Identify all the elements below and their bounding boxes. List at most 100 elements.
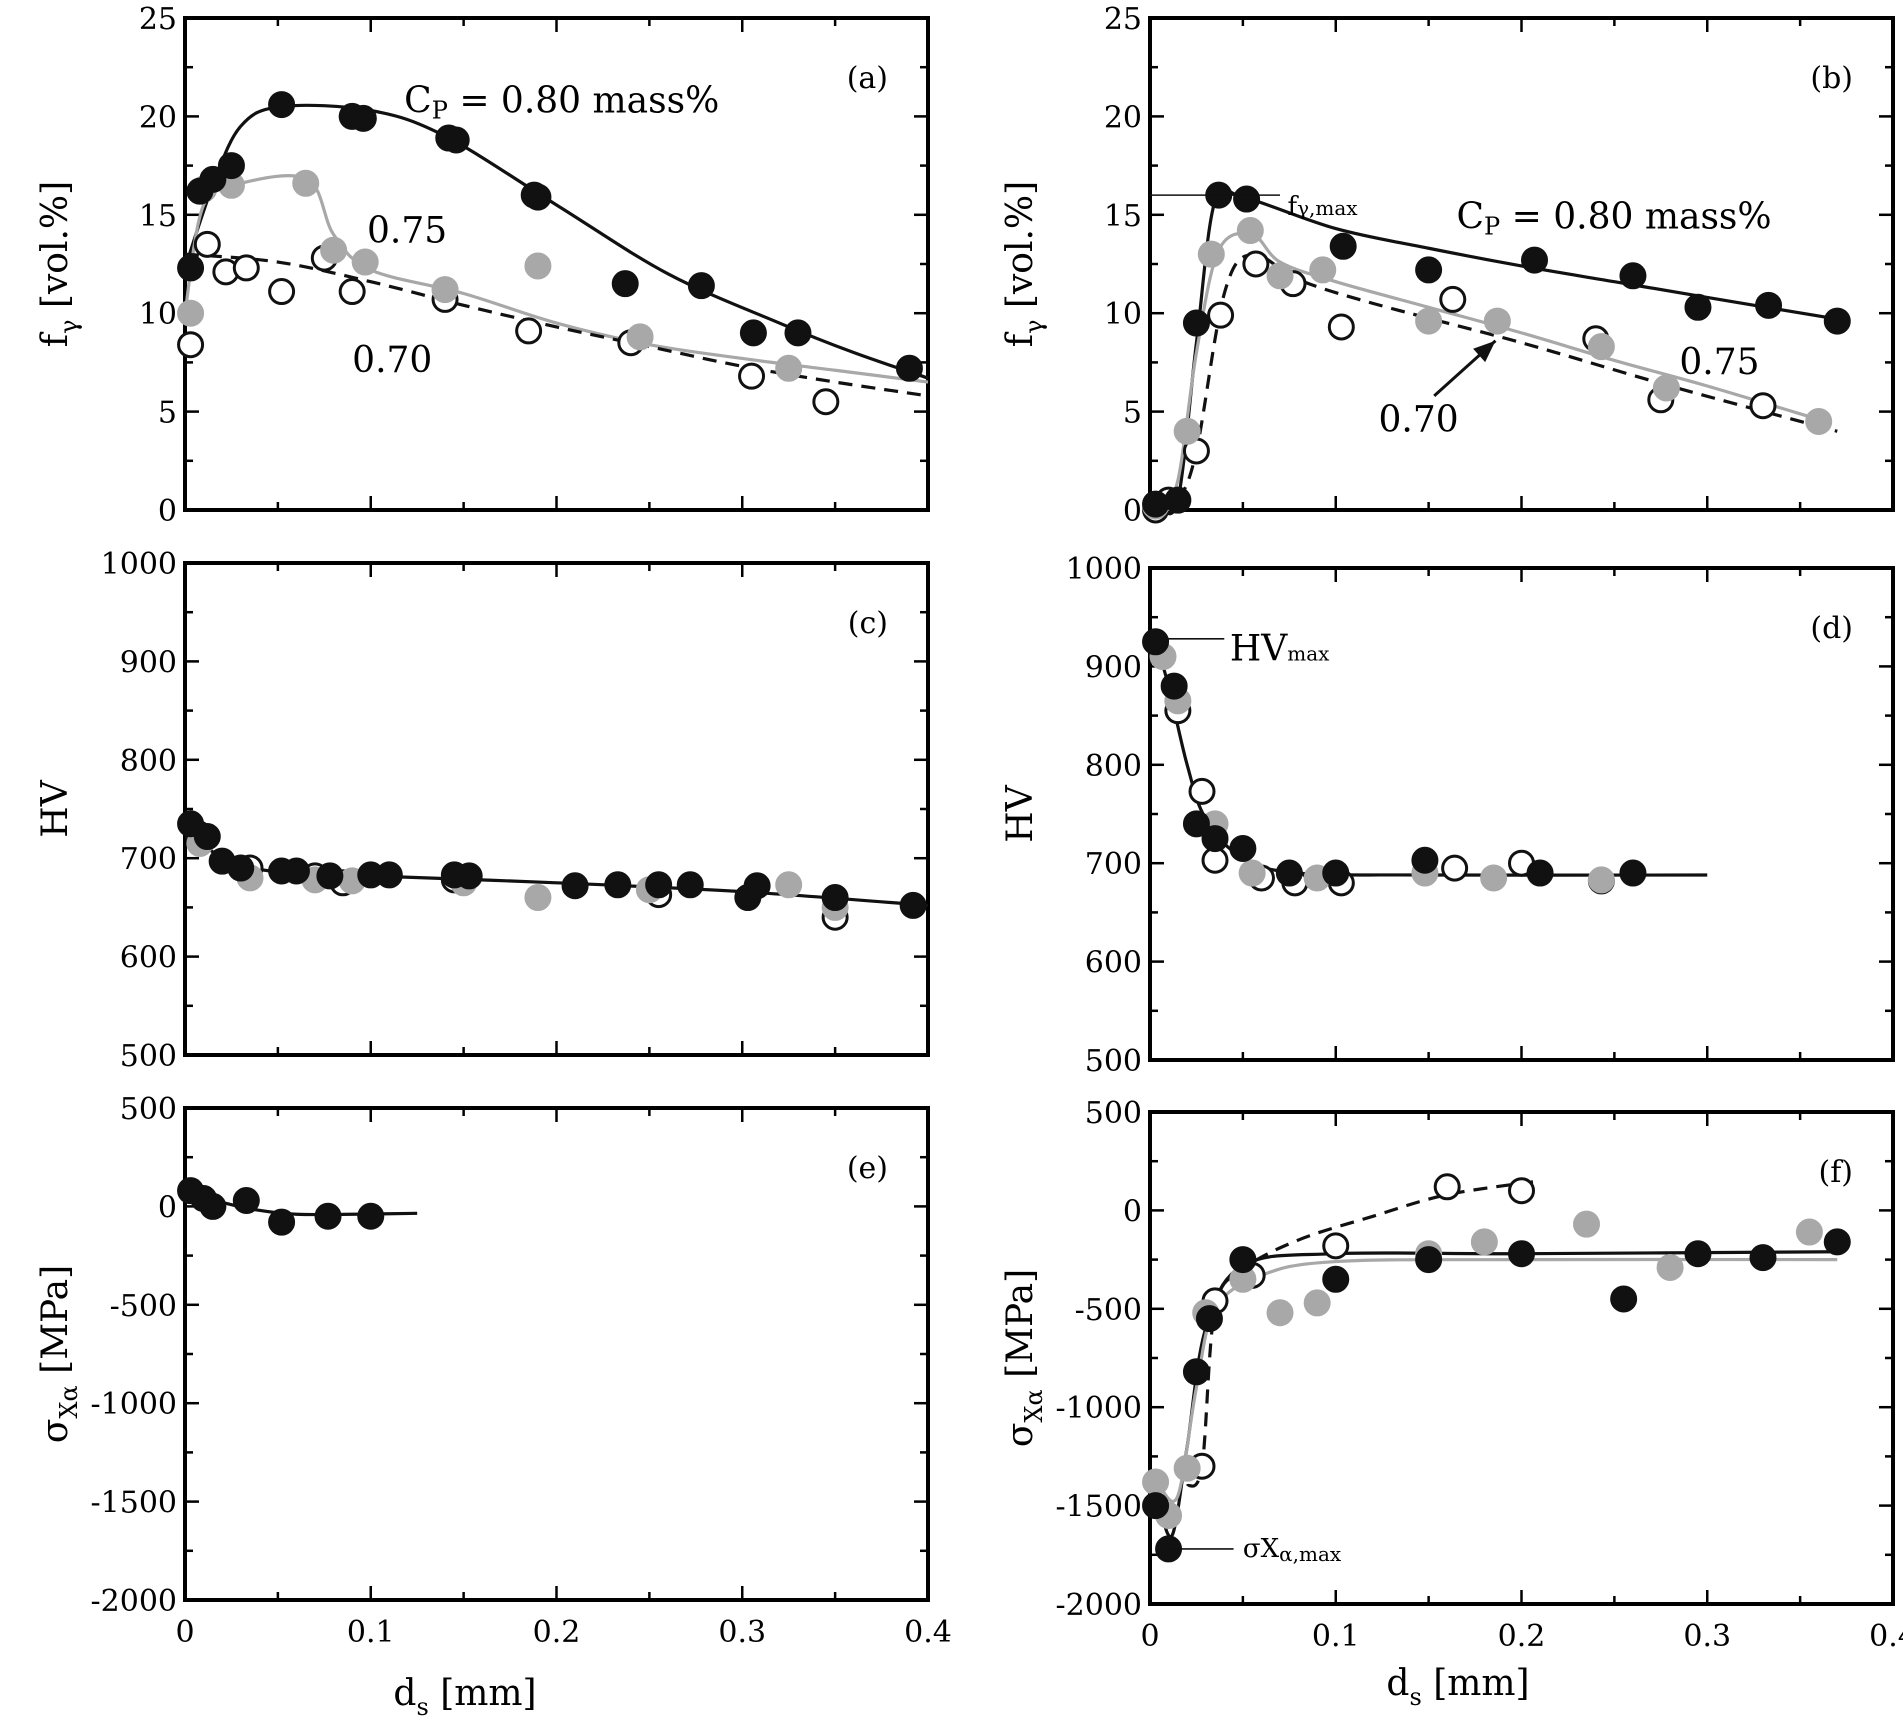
panel-c: 500 600 700 800 900 1000 HV (c): [35, 547, 930, 1074]
data-point: [1795, 1218, 1823, 1246]
y-tick-label: 0: [158, 1190, 177, 1225]
x-axis-title-left: ds [mm]: [393, 1673, 536, 1721]
y-axis-title-main: HV: [35, 779, 76, 837]
annotation-main: 0.70: [1378, 399, 1458, 440]
data-point: [676, 871, 704, 899]
callout-sub: max: [1287, 642, 1330, 666]
panel-label: (c): [848, 606, 888, 641]
data-point: [1415, 307, 1443, 335]
data-point: [1182, 1358, 1210, 1386]
data-point: [1322, 859, 1350, 887]
panel-e: -2000 -1500 -1000 -500 0 500 0 0.1 0.2 0.3 0.4 σXα …: [35, 1092, 952, 1650]
x-tick-label: 0.2: [533, 1615, 581, 1650]
y-axis-title-sub: Xα: [1020, 1389, 1048, 1422]
series-annotation: 0.70: [1378, 399, 1458, 440]
data-point: [738, 362, 766, 390]
y-axis-title-main: σ: [1000, 1423, 1041, 1448]
x-tick-label: 0: [1140, 1619, 1159, 1654]
data-point: [1415, 1246, 1443, 1274]
series-annotation: 0.70: [352, 340, 432, 381]
data-point: [1526, 859, 1554, 887]
data-point: [431, 276, 459, 304]
data-point: [1242, 250, 1270, 278]
data-point: [227, 854, 255, 882]
series-annotation: 0.75: [367, 210, 447, 251]
data-point: [320, 236, 348, 264]
plot-frame: [183, 561, 930, 1057]
panel-f: -2000 -1500 -1000 -500 0 500 0 0.1 0.2 0.3 0.4 σXα …: [1000, 1096, 1903, 1654]
data-point: [1619, 859, 1647, 887]
data-point: [1173, 1454, 1201, 1482]
data-point: [1652, 374, 1680, 402]
data-point: [1684, 293, 1712, 321]
data-point: [1201, 825, 1229, 853]
data-point: [1805, 407, 1833, 435]
data-point: [524, 884, 552, 912]
data-point: [1238, 859, 1266, 887]
annotation-main: 0.75: [1679, 342, 1759, 383]
data-point: [1233, 185, 1261, 213]
data-point: [611, 270, 639, 298]
callout-label: σXα,max: [1243, 1534, 1342, 1566]
y-axis-title: fγ [vol.%]: [35, 181, 83, 347]
data-point: [1142, 1468, 1170, 1496]
panel-label: (e): [847, 1151, 888, 1186]
y-tick-label: -1500: [1056, 1490, 1142, 1525]
panel-label: (b): [1810, 61, 1853, 96]
y-tick-label: 15: [1104, 199, 1142, 234]
data-point: [899, 891, 927, 919]
x-tick-label: 0.3: [718, 1615, 766, 1650]
panel-a: 0 5 10 15 20 25 fγ [vol.%] (a) CP = 0.80 mass% 0.…: [35, 2, 930, 529]
y-tick-label: 5: [158, 396, 177, 431]
data-point: [1587, 333, 1615, 361]
y-axis-title-unit: [vol.%]: [35, 181, 76, 320]
data-point: [1656, 1253, 1684, 1281]
y-axis-title: fγ [vol.%]: [1000, 181, 1048, 347]
data-point: [1197, 240, 1225, 268]
y-tick-label: 900: [120, 645, 177, 680]
y-tick-label: 15: [139, 199, 177, 234]
data-point: [1275, 859, 1303, 887]
data-point: [1266, 262, 1294, 290]
y-tick-label: 5: [1123, 396, 1142, 431]
y-tick-label: -500: [1075, 1293, 1142, 1328]
y-tick-label: -1500: [91, 1486, 177, 1521]
callout-label: fγ,max: [1287, 192, 1358, 222]
data-point: [1480, 864, 1508, 892]
y-tick-label: 900: [1085, 650, 1142, 685]
data-point: [515, 317, 543, 345]
data-point: [1470, 1228, 1498, 1256]
data-point: [1195, 1305, 1223, 1333]
x-tick-label: 0.1: [1312, 1619, 1360, 1654]
panel-label: (f): [1818, 1155, 1853, 1190]
y-tick-label: 20: [139, 100, 177, 135]
y-tick-label: -500: [110, 1289, 177, 1324]
series-annotation: 0.75: [1679, 342, 1759, 383]
x-tick-label: 0.4: [904, 1615, 952, 1650]
data-point: [232, 1186, 260, 1214]
annotation-main: C: [404, 80, 432, 121]
x-tick-label: 0: [175, 1615, 194, 1650]
data-point: [821, 884, 849, 912]
y-tick-label: 20: [1104, 100, 1142, 135]
data-point: [292, 169, 320, 197]
y-tick-label: 700: [120, 842, 177, 877]
data-point: [1142, 628, 1170, 656]
data-point: [193, 823, 221, 851]
data-point: [1173, 417, 1201, 445]
data-point: [1433, 1173, 1461, 1201]
y-axis-title-main: HV: [1000, 784, 1041, 842]
y-tick-label: 700: [1085, 847, 1142, 882]
panel-label: (a): [847, 61, 888, 96]
y-tick-label: -1000: [91, 1387, 177, 1422]
data-point: [1439, 285, 1467, 313]
series-annotation: CP = 0.80 mass%: [1456, 197, 1771, 241]
data-point: [1521, 246, 1549, 274]
x-tick-label: 0.4: [1869, 1619, 1903, 1654]
y-axis-title-unit: [MPa]: [35, 1265, 76, 1385]
y-tick-label: 25: [1104, 2, 1142, 37]
data-point: [1573, 1210, 1601, 1238]
